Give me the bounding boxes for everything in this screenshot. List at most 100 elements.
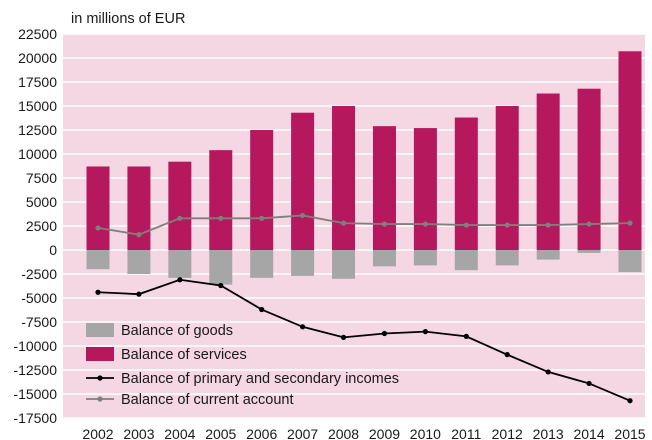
bar [536,250,560,260]
legend-swatch [86,323,114,337]
legend-marker [97,375,103,381]
legend-label: Balance of services [121,347,247,363]
x-tick-label: 2007 [287,426,318,440]
x-tick-label: 2013 [533,426,564,440]
x-tick-label: 2006 [246,426,277,440]
line-point [463,222,469,228]
line-point [545,369,551,375]
line-point [340,334,347,340]
y-tick-label: -7500 [21,314,57,330]
line-point [627,398,633,404]
line-point [300,324,306,330]
x-tick-label: 2010 [410,426,441,440]
line-point [627,220,633,226]
bar [250,130,274,250]
y-tick-label: 12500 [18,122,57,138]
bar [209,150,233,250]
legend-label: Balance of current account [121,392,294,408]
y-tick-label: 5000 [26,194,57,210]
y-tick-label: -15000 [13,386,57,402]
x-tick-label: 2008 [328,426,359,440]
bar [86,166,110,250]
lines [95,212,633,404]
x-tick-label: 2015 [614,426,645,440]
y-tick-label: -5000 [21,290,57,306]
legend-marker [97,396,103,402]
bar [536,93,560,251]
legend: Balance of goods Balance of services Balan… [86,323,399,408]
bar [209,250,233,285]
bar [454,250,478,271]
line-point [381,330,388,337]
legend-label: Balance of goods [121,323,233,339]
x-tick-label: 2011 [451,426,481,440]
x-axis-ticks: 2002 2003 2004 2005 2006 2007 2008 2009 2010 2011… [82,426,645,440]
line-point [381,221,388,227]
line-point [340,220,347,226]
line-point [545,222,551,228]
bar [372,250,396,267]
legend-swatch [86,347,114,361]
bar [250,250,274,278]
y-tick-label: -17500 [13,410,57,426]
y-tick-label: 22500 [18,26,57,42]
bar [577,250,601,253]
line-point [300,212,306,219]
bar [291,112,315,250]
line-point [136,232,142,238]
y-axis-ticks: 22500 20000 17500 15000 12500 10000 7500 5000 25… [13,26,57,426]
bar [168,250,192,278]
line-point [586,380,592,387]
line-point [259,306,265,313]
legend-label: Balance of primary and secondary incomes [121,371,399,387]
series-line [97,278,631,402]
y-tick-label: 17500 [18,74,57,90]
x-tick-label: 2005 [205,426,236,440]
y-tick-label: 10000 [18,146,57,162]
bar [291,250,315,276]
line-point [463,333,469,339]
y-tick-label: 15000 [18,98,57,114]
series-line [97,214,631,236]
bar [127,250,151,274]
y-tick-label: 0 [49,242,57,258]
unit-label: in millions of EUR [71,11,185,27]
bar [495,250,519,266]
bar [577,88,601,250]
line-point [504,352,510,358]
x-tick-label: 2004 [164,426,195,440]
bar [86,250,110,270]
y-tick-label: 7500 [26,170,57,186]
bar [495,106,519,250]
y-tick-label: 20000 [18,50,57,66]
line-point [95,289,101,295]
bar [413,250,437,266]
bar [454,117,478,251]
x-tick-label: 2003 [123,426,154,440]
bar [332,106,356,250]
line-point [95,225,101,231]
line-point [422,221,428,227]
line-point [177,277,183,283]
y-tick-label: 2500 [26,218,57,234]
line-point [218,215,224,221]
bar [168,161,192,250]
bar [332,250,356,279]
bar [127,166,151,250]
x-tick-label: 2002 [82,426,113,440]
bar [618,51,642,250]
line-point [504,222,510,228]
line-point [422,329,428,335]
y-tick-label: -10000 [13,338,57,354]
bar [372,126,396,250]
x-tick-label: 2009 [369,426,400,440]
line-point [218,282,224,289]
line-point [136,291,142,297]
x-tick-label: 2012 [492,426,523,440]
line-point [259,215,265,221]
bar [413,128,437,250]
line-point [586,221,592,227]
bar [618,250,642,273]
